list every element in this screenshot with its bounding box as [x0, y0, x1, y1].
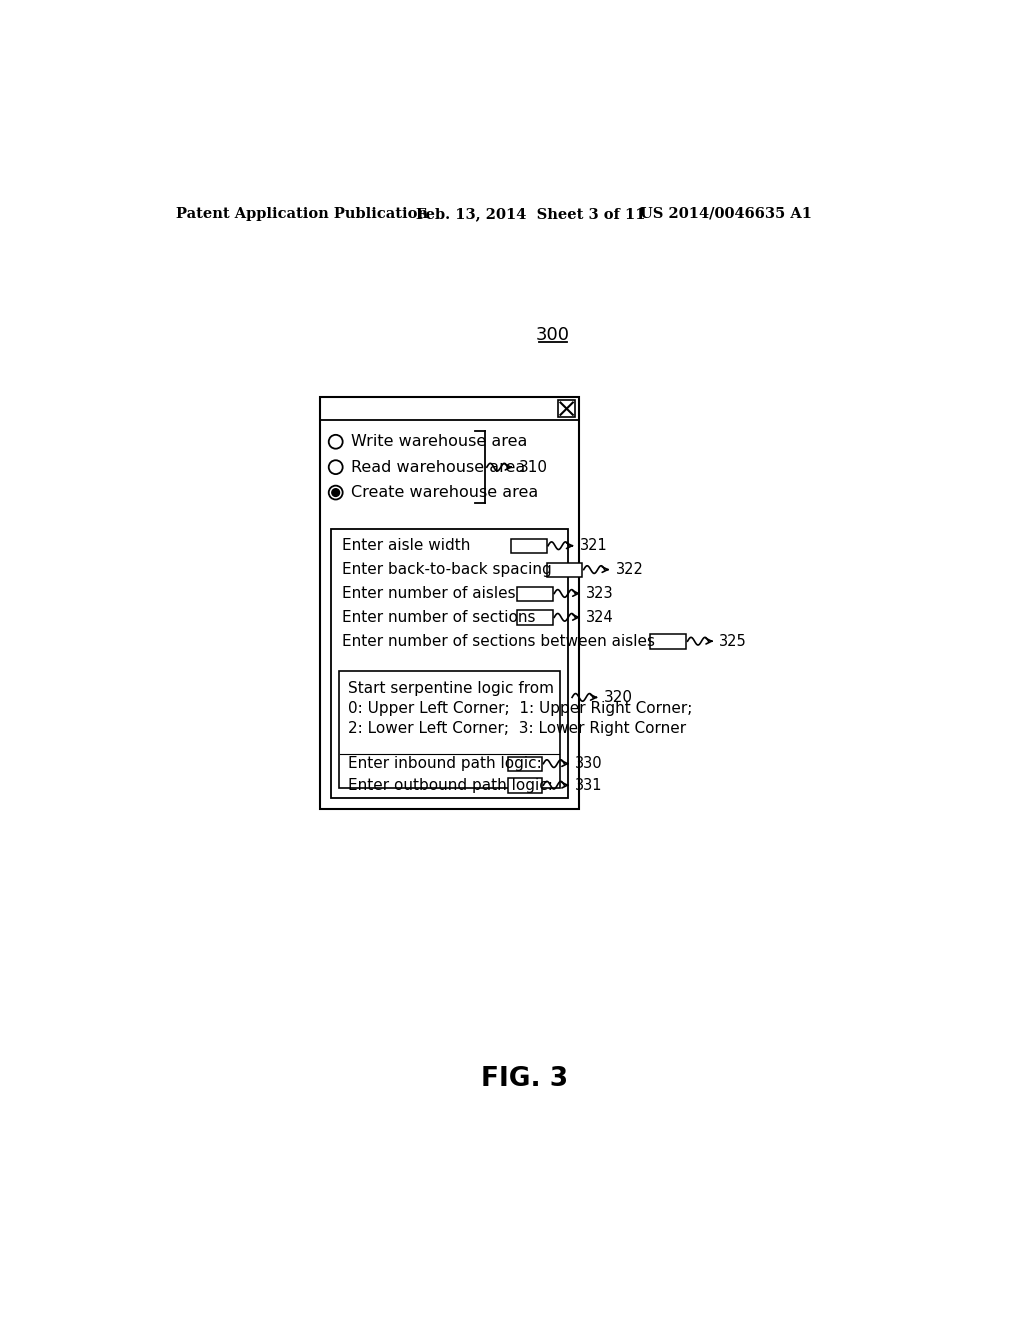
Bar: [508, 779, 542, 793]
Bar: [339, 671, 560, 788]
Text: US 2014/0046635 A1: US 2014/0046635 A1: [640, 207, 811, 220]
Bar: [321, 397, 579, 809]
Bar: [511, 539, 547, 553]
Text: Patent Application Publication: Patent Application Publication: [176, 207, 428, 220]
Text: Create warehouse area: Create warehouse area: [351, 484, 539, 500]
Bar: [650, 635, 686, 649]
Bar: [508, 756, 542, 771]
Text: FIG. 3: FIG. 3: [481, 1065, 568, 1092]
Bar: [517, 610, 553, 626]
Text: Enter back-to-back spacing: Enter back-to-back spacing: [342, 562, 552, 577]
Bar: [517, 586, 553, 601]
Text: Feb. 13, 2014  Sheet 3 of 11: Feb. 13, 2014 Sheet 3 of 11: [417, 207, 646, 220]
Text: 310: 310: [518, 459, 548, 475]
Text: 323: 323: [586, 586, 613, 601]
Text: Enter outbound path logic:: Enter outbound path logic:: [348, 777, 553, 793]
Text: 324: 324: [586, 610, 613, 624]
Text: 325: 325: [719, 634, 748, 648]
Text: 331: 331: [575, 777, 603, 793]
Text: 0: Upper Left Corner;  1: Upper Right Corner;: 0: Upper Left Corner; 1: Upper Right Cor…: [348, 701, 692, 715]
Text: Start serpentine logic from: Start serpentine logic from: [348, 681, 554, 696]
Text: 320: 320: [604, 690, 633, 705]
Text: 300: 300: [536, 326, 569, 345]
Text: Enter inbound path logic:: Enter inbound path logic:: [348, 756, 542, 771]
Bar: [558, 400, 575, 417]
Text: Enter number of sections: Enter number of sections: [342, 610, 536, 624]
Text: 2: Lower Left Corner;  3: Lower Right Corner: 2: Lower Left Corner; 3: Lower Right Cor…: [348, 721, 686, 735]
Text: 321: 321: [580, 539, 607, 553]
Text: Enter aisle width: Enter aisle width: [342, 539, 470, 553]
Text: Read warehouse area: Read warehouse area: [351, 459, 525, 475]
Text: 330: 330: [575, 756, 603, 771]
Text: 322: 322: [615, 562, 643, 577]
Text: Enter number of sections between aisles: Enter number of sections between aisles: [342, 634, 655, 648]
Circle shape: [332, 488, 340, 496]
Text: Write warehouse area: Write warehouse area: [351, 434, 527, 449]
Bar: [331, 529, 568, 797]
Bar: [547, 562, 583, 577]
Text: Enter number of aisles: Enter number of aisles: [342, 586, 515, 601]
